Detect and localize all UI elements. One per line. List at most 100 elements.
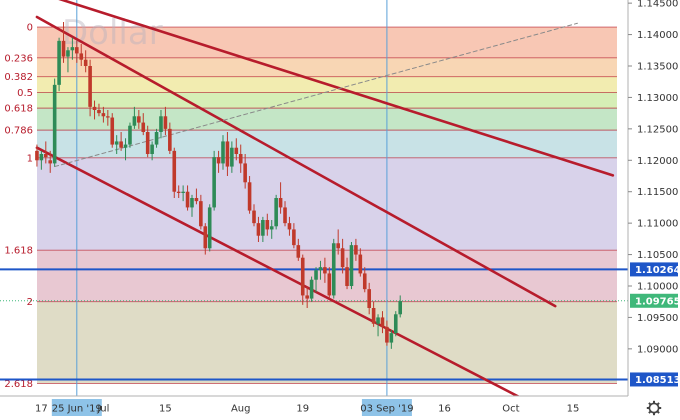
channel-trend-line[interactable] — [35, 146, 535, 406]
candle-body — [371, 308, 376, 324]
candle-body — [314, 270, 318, 280]
price-axis-bg — [628, 0, 680, 396]
candle-body — [194, 198, 199, 202]
candle-body — [57, 40, 61, 85]
channel-trend-line[interactable] — [37, 0, 615, 177]
candle-body — [362, 273, 367, 290]
watermark: Dollar — [62, 13, 163, 53]
candle-body — [256, 223, 261, 236]
candle — [44, 141, 48, 164]
candle-body — [336, 243, 340, 249]
candle-body — [243, 163, 247, 183]
candle-body — [212, 157, 216, 208]
candle-body — [385, 326, 389, 343]
candle — [238, 144, 243, 173]
candle — [97, 103, 101, 117]
candle-body — [296, 245, 301, 258]
y-tick-label: 1.14000 — [637, 30, 678, 41]
candle-body — [252, 210, 256, 224]
candle — [243, 154, 247, 189]
candle — [163, 106, 168, 136]
candle — [79, 44, 84, 66]
candle-body — [52, 84, 57, 164]
candle-body — [159, 116, 163, 132]
candle — [283, 201, 287, 227]
candle-body — [35, 150, 39, 161]
candle-body — [247, 182, 252, 211]
y-tick-label: 1.10500 — [637, 250, 678, 261]
candle-body — [327, 273, 332, 296]
fib-label: 0.786 — [4, 126, 33, 137]
candle-body — [389, 333, 394, 343]
candle-body — [92, 106, 97, 110]
candle-body — [137, 116, 141, 123]
y-tick-label: 1.12500 — [637, 124, 678, 135]
candle — [57, 37, 61, 92]
candle — [128, 122, 132, 148]
candle-body — [132, 116, 137, 126]
candle-body — [269, 226, 274, 230]
candle-body — [230, 147, 234, 167]
candle-body — [176, 191, 181, 193]
candle — [172, 147, 177, 198]
watermark-text: Dollar — [62, 13, 163, 53]
price-axis[interactable]: 1.14500 1.14000 1.13500 1.13000 1.12500 1.120… — [627, 0, 680, 396]
y-tick-label: 1.12000 — [637, 156, 678, 167]
candle-body — [349, 245, 354, 286]
trend-lines[interactable] — [35, 0, 615, 406]
y-tick-label: 1.11500 — [637, 187, 678, 198]
candle — [48, 150, 53, 173]
candle — [296, 238, 301, 261]
candle — [336, 229, 340, 255]
candle-body — [150, 144, 154, 154]
candle-body — [221, 141, 225, 164]
candle — [269, 220, 274, 239]
candle-body — [274, 198, 278, 227]
candle-body — [287, 223, 292, 230]
price-label-box — [630, 262, 678, 277]
candle-body — [354, 245, 358, 255]
candle-body — [318, 267, 323, 271]
candle — [75, 40, 79, 63]
fib-zone — [37, 108, 617, 131]
x-tick-label: Oct — [502, 404, 519, 415]
candle — [318, 260, 323, 280]
fibonacci-labels: 0 0.236 0.382 0.5 0.618 0.786 1 1.618 2 2.618 — [4, 23, 33, 390]
x-tick-label: Jul — [96, 404, 109, 415]
candle — [380, 311, 385, 334]
candle — [39, 150, 44, 170]
y-tick-label: 1.14500 — [637, 0, 678, 10]
candle-body — [331, 243, 336, 296]
candle — [331, 238, 336, 299]
candle — [181, 185, 185, 202]
x-tick-label: 15 — [567, 404, 580, 415]
candle-body — [123, 144, 128, 148]
candle — [287, 216, 292, 236]
candles — [35, 22, 402, 349]
candle — [123, 138, 128, 161]
dashed-trend-line[interactable] — [54, 22, 578, 168]
price-label-box — [630, 293, 678, 308]
candle-body — [225, 141, 230, 167]
fib-zone — [37, 130, 617, 158]
candle — [247, 176, 252, 214]
candle-body — [199, 201, 203, 227]
candle — [190, 194, 194, 217]
candle — [252, 204, 256, 227]
candle — [132, 106, 137, 129]
fib-label: 0 — [27, 23, 33, 34]
candle — [159, 110, 163, 139]
gear-icon[interactable] — [646, 400, 662, 416]
candle-body — [309, 279, 314, 299]
candle — [367, 282, 371, 315]
channel-trend-line[interactable] — [35, 15, 557, 308]
time-axis-bg — [0, 396, 680, 420]
candle-body — [79, 53, 84, 60]
candle — [88, 59, 92, 117]
y-tick-label: 1.11000 — [637, 219, 678, 230]
gear-ring — [648, 402, 660, 414]
candle-body — [119, 141, 123, 148]
candle — [106, 110, 110, 126]
